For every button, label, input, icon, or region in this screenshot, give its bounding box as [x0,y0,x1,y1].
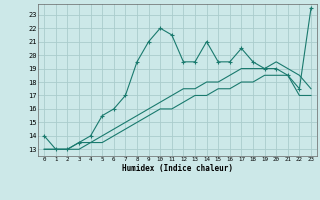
X-axis label: Humidex (Indice chaleur): Humidex (Indice chaleur) [122,164,233,173]
